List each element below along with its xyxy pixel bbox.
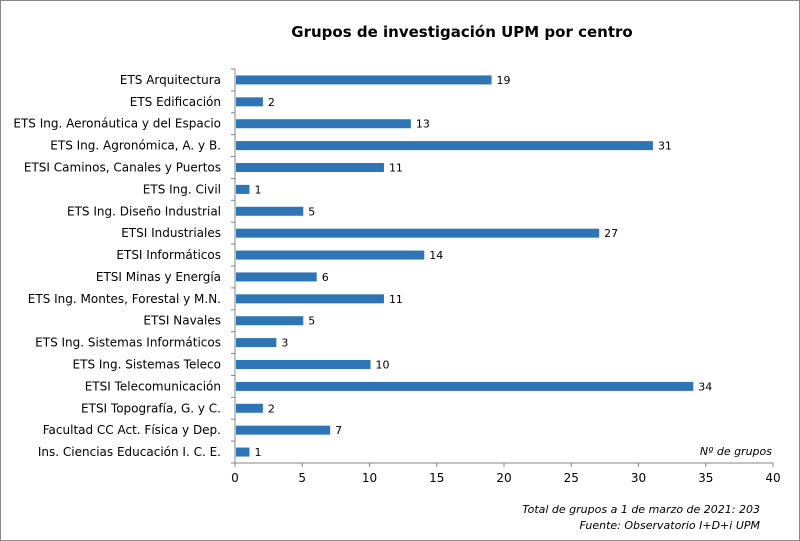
category-label: ETS Ing. Sistemas Teleco [73,358,221,372]
category-label: ETSI Telecomunicación [85,379,221,393]
category-label: ETSI Minas y Energía [96,270,221,284]
x-axis-label: Nº de grupos [700,445,772,458]
bar [236,97,263,107]
x-tick-label: 40 [765,471,780,485]
data-label: 13 [416,118,430,131]
data-label: 1 [254,183,261,196]
data-label: 7 [335,424,342,437]
data-label: 19 [497,74,511,87]
bar [236,206,304,216]
x-tick-label: 0 [231,471,239,485]
data-label: 2 [268,402,275,415]
category-label: Facultad CC Act. Física y Dep. [43,423,221,437]
data-label: 2 [268,96,275,109]
x-tick-label: 20 [496,471,511,485]
category-label: ETS Arquitectura [120,73,221,87]
x-tick-label: 35 [698,471,713,485]
data-label: 27 [604,227,618,240]
x-tick-label: 15 [429,471,444,485]
category-label: ETS Ing. Diseño Industrial [67,204,221,218]
bar [236,360,371,369]
data-label: 5 [308,205,315,218]
category-label: ETSI Industriales [121,226,221,240]
bar [236,294,384,304]
bar [236,75,492,85]
category-label: ETS Ing. Agronómica, A. y B. [50,139,221,153]
bar [236,272,317,282]
data-label: 6 [322,271,329,284]
data-label: 10 [376,359,390,372]
data-label: 3 [281,337,288,350]
x-tick-label: 30 [631,471,646,485]
chart-title: Grupos de investigación UPM por centro [291,23,632,41]
data-label: 5 [308,315,315,328]
bar [236,250,425,260]
category-label: ETS Ing. Sistemas Informáticos [35,336,221,350]
total-note: Total de grupos a 1 de marzo de 2021: 20… [522,503,760,516]
category-label: ETS Ing. Civil [143,182,221,196]
category-label: ETSI Navales [143,314,221,328]
bar [236,425,331,435]
x-tick-label: 10 [362,471,377,485]
data-label: 1 [254,446,261,459]
category-label: ETSI Caminos, Canales y Puertos [24,161,221,175]
category-label: ETS Ing. Montes, Forestal y M.N. [28,292,221,306]
category-label: ETS Edificación [130,95,221,109]
bar [236,316,304,326]
data-label: 14 [429,249,443,262]
data-label: 11 [389,162,403,175]
data-label: 34 [698,380,712,393]
bar [236,447,250,457]
bar [236,163,384,172]
bar [236,141,653,151]
category-label: ETSI Topografía, G. y C. [81,401,221,415]
bar [236,228,600,238]
bar [236,184,250,194]
x-tick-label: 25 [564,471,579,485]
category-label: ETS Ing. Aeronáutica y del Espacio [13,117,221,131]
bar [236,338,277,348]
bar [236,119,411,129]
data-label: 31 [658,140,672,153]
bar [236,403,263,413]
bar [236,381,694,391]
source-note: Fuente: Observatorio I+D+i UPM [579,519,760,532]
category-label: Ins. Ciencias Educación I. C. E. [38,445,221,459]
data-label: 11 [389,293,403,306]
x-tick-label: 5 [298,471,306,485]
category-label: ETSI Informáticos [116,248,221,262]
